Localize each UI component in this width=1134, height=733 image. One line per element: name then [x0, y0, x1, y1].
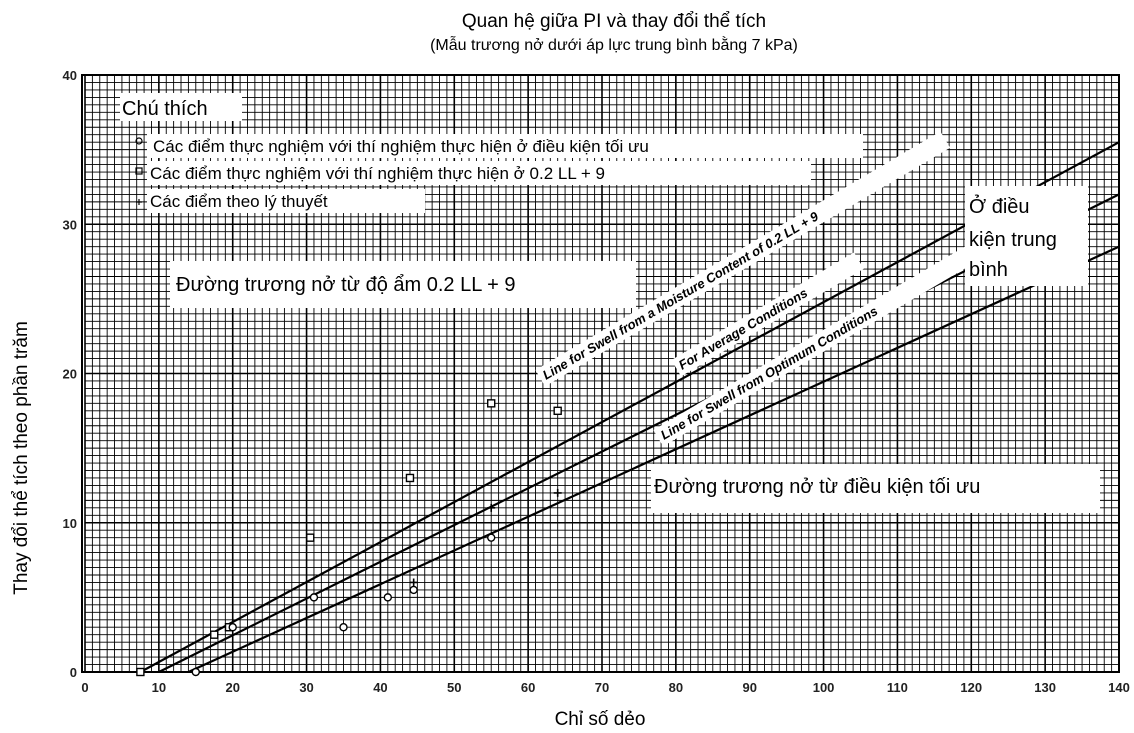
x-tick-label: 140: [1108, 680, 1130, 695]
data-point: [383, 593, 393, 602]
data-point: [405, 473, 415, 483]
x-tick-label: 130: [1034, 680, 1056, 695]
line-label-average-bg: [671, 252, 864, 377]
x-tick-label: 70: [595, 680, 609, 695]
legend: Chú thích Các điểm thực nghiệm với thí n…: [120, 93, 863, 213]
annotation-average-line-3: bình: [969, 259, 1008, 281]
data-point: [487, 399, 496, 408]
y-tick-label: 0: [70, 665, 77, 680]
line-label-moisture-bg: [535, 131, 951, 387]
data-point: [553, 488, 562, 497]
annotation-average-box: [965, 186, 1088, 286]
annotation-moisture-line: Đường trương nở từ độ ẩm 0.2 LL + 9: [170, 261, 636, 308]
annotation-average-line-1: Ở điều: [969, 194, 1030, 218]
trend-lines: [139, 141, 1120, 674]
x-tick-label: 60: [521, 680, 535, 695]
x-axis-title: Chỉ số dẻo: [555, 709, 646, 730]
chart-subtitle: (Mẫu trương nở dưới áp lực trung bình bằ…: [430, 35, 798, 54]
x-tick-label: 20: [225, 680, 239, 695]
legend-item-2: Các điểm thực nghiệm với thí nghiệm thực…: [150, 164, 605, 183]
y-tick-label: 30: [63, 217, 77, 232]
x-tick-label: 40: [373, 680, 387, 695]
trend-line-2: [158, 193, 1120, 673]
y-tick-labels: 0 10 20 30 40: [63, 68, 77, 680]
legend-item-3: Các điểm theo lý thuyết: [150, 192, 328, 211]
annotation-moisture-box: [170, 261, 636, 308]
y-tick-label: 10: [63, 516, 77, 531]
data-point: [409, 585, 418, 595]
legend-item-1: Các điểm thực nghiệm với thí nghiệm thực…: [153, 137, 649, 156]
x-tick-label: 80: [669, 680, 683, 695]
x-tick-label: 0: [81, 680, 88, 695]
data-point: [553, 406, 562, 416]
legend-title-box: [120, 93, 242, 121]
legend-marker-theoretical: [136, 199, 142, 205]
legend-item-2-box: [147, 161, 811, 185]
x-tick-label: 90: [742, 680, 756, 695]
x-tick-label: 120: [960, 680, 982, 695]
x-tick-label: 10: [152, 680, 166, 695]
data-point: [228, 623, 237, 632]
data-point: [210, 630, 219, 639]
legend-marker-optimum: [135, 137, 143, 145]
data-point: [136, 667, 145, 677]
line-label-optimum-bg: [653, 237, 991, 447]
annotation-optimum-text: Đường trương nở từ điều kiện tối ưu: [654, 476, 980, 498]
x-tick-labels: 0 10 20 30 40 50 60 70 80 90 100 110 120 130 140: [81, 680, 1129, 695]
data-point: [306, 533, 315, 542]
annotation-average-line-2: kiện trung: [969, 229, 1057, 251]
data-point: [339, 623, 348, 632]
trend-line-3: [187, 245, 1120, 674]
chart-title: Quan hệ giữa PI và thay đổi thể tích: [462, 11, 766, 32]
data-points: [136, 399, 562, 677]
annotation-moisture-text: Đường trương nở từ độ ẩm 0.2 LL + 9: [176, 274, 516, 296]
x-tick-label: 100: [813, 680, 835, 695]
y-axis-title: Thay đổi thể tích theo phần trăm: [11, 321, 32, 595]
y-tick-label: 20: [63, 367, 77, 382]
annotation-optimum-line: Đường trương nở từ điều kiện tối ưu: [651, 464, 1100, 513]
legend-title: Chú thích: [122, 98, 208, 120]
data-point: [309, 593, 319, 602]
y-tick-label: 40: [63, 68, 77, 83]
data-point: [487, 503, 496, 512]
legend-item-1-box: [147, 134, 863, 158]
x-tick-label: 50: [447, 680, 461, 695]
data-point: [409, 578, 418, 587]
trend-line-1: [139, 141, 1120, 673]
data-point: [191, 667, 200, 677]
x-tick-label: 110: [887, 680, 908, 695]
legend-item-3-box: [147, 189, 425, 213]
legend-marker-moisture: [135, 167, 143, 175]
data-point: [487, 533, 496, 542]
annotation-optimum-box: [651, 464, 1100, 513]
annotation-average-line: Ở điều kiện trung bình: [965, 186, 1088, 286]
x-tick-label: 30: [299, 680, 313, 695]
